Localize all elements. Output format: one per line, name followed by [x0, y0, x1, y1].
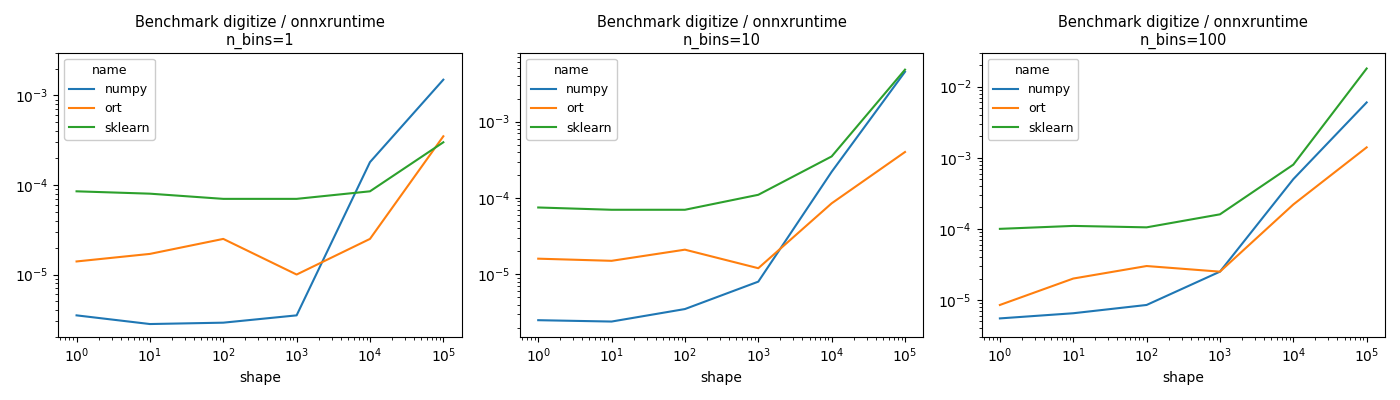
- numpy: [1358, 100, 1375, 105]
- numpy: [529, 318, 546, 322]
- ort: [750, 266, 767, 271]
- Line: sklearn: sklearn: [77, 142, 444, 199]
- numpy: [141, 322, 158, 326]
- Legend: numpy, ort, sklearn: numpy, ort, sklearn: [988, 59, 1078, 140]
- Line: sklearn: sklearn: [538, 70, 904, 210]
- Line: numpy: numpy: [1000, 102, 1366, 318]
- sklearn: [750, 192, 767, 197]
- Line: ort: ort: [538, 152, 904, 268]
- ort: [529, 256, 546, 261]
- numpy: [361, 160, 378, 164]
- X-axis label: shape: shape: [1162, 371, 1204, 385]
- ort: [1065, 276, 1082, 281]
- numpy: [288, 313, 305, 318]
- sklearn: [1285, 162, 1302, 167]
- ort: [676, 247, 693, 252]
- ort: [1285, 202, 1302, 207]
- ort: [896, 150, 913, 154]
- sklearn: [529, 205, 546, 210]
- Title: Benchmark digitize / onnxruntime
n_bins=10: Benchmark digitize / onnxruntime n_bins=…: [596, 15, 847, 49]
- numpy: [1285, 177, 1302, 182]
- numpy: [1065, 311, 1082, 316]
- numpy: [750, 279, 767, 284]
- Legend: numpy, ort, sklearn: numpy, ort, sklearn: [526, 59, 616, 140]
- sklearn: [435, 140, 452, 145]
- Line: numpy: numpy: [77, 80, 444, 324]
- sklearn: [1138, 225, 1155, 230]
- sklearn: [1065, 224, 1082, 228]
- sklearn: [823, 154, 840, 159]
- ort: [69, 259, 85, 264]
- numpy: [823, 170, 840, 174]
- numpy: [1211, 269, 1228, 274]
- sklearn: [1358, 66, 1375, 71]
- X-axis label: shape: shape: [239, 371, 281, 385]
- Title: Benchmark digitize / onnxruntime
n_bins=1: Benchmark digitize / onnxruntime n_bins=…: [134, 15, 385, 49]
- sklearn: [288, 196, 305, 201]
- Line: sklearn: sklearn: [1000, 68, 1366, 229]
- sklearn: [361, 189, 378, 194]
- sklearn: [69, 189, 85, 194]
- sklearn: [991, 226, 1008, 231]
- numpy: [991, 316, 1008, 321]
- numpy: [896, 70, 913, 74]
- sklearn: [141, 191, 158, 196]
- sklearn: [676, 207, 693, 212]
- Line: numpy: numpy: [538, 72, 904, 322]
- Title: Benchmark digitize / onnxruntime
n_bins=100: Benchmark digitize / onnxruntime n_bins=…: [1058, 15, 1308, 49]
- sklearn: [1211, 212, 1228, 217]
- numpy: [1138, 302, 1155, 307]
- numpy: [69, 313, 85, 318]
- Line: ort: ort: [1000, 147, 1366, 305]
- numpy: [435, 77, 452, 82]
- ort: [823, 201, 840, 206]
- numpy: [214, 320, 231, 325]
- ort: [603, 258, 620, 263]
- ort: [214, 236, 231, 241]
- ort: [361, 236, 378, 241]
- ort: [1358, 145, 1375, 150]
- ort: [1138, 264, 1155, 268]
- X-axis label: shape: shape: [700, 371, 742, 385]
- ort: [1211, 269, 1228, 274]
- sklearn: [896, 67, 913, 72]
- ort: [288, 272, 305, 277]
- numpy: [676, 307, 693, 312]
- sklearn: [214, 196, 231, 201]
- Line: ort: ort: [77, 136, 444, 274]
- ort: [991, 302, 1008, 307]
- Legend: numpy, ort, sklearn: numpy, ort, sklearn: [64, 59, 155, 140]
- ort: [435, 134, 452, 139]
- numpy: [603, 319, 620, 324]
- ort: [141, 252, 158, 256]
- sklearn: [603, 207, 620, 212]
